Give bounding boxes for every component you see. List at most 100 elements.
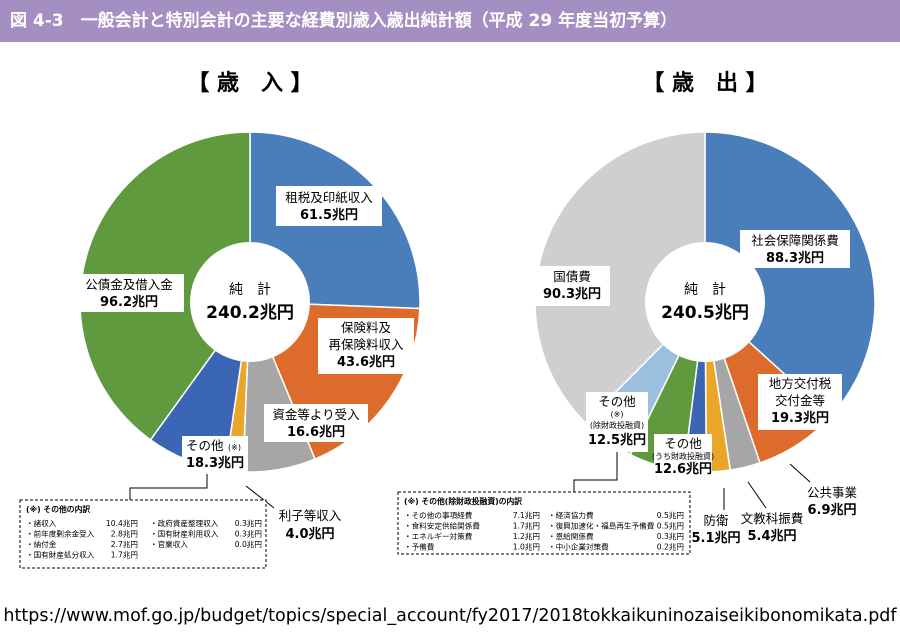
revenue-slice-value-tax: 61.5兆円 [300, 207, 358, 223]
revenue-total-value: 240.2兆円 [206, 303, 294, 323]
expenditure-breakdown-value: 1.7兆円 [513, 521, 540, 531]
revenue-slice-label-interest: 利子等収入 [279, 508, 342, 523]
revenue-breakdown-value: 0.3兆円 [235, 518, 262, 528]
expenditure-slice-value-public-works: 6.9兆円 [807, 502, 856, 518]
revenue-slice-label-tax: 租税及印紙収入 [285, 190, 373, 205]
revenue-breakdown-title: (※) その他の内訳 [26, 504, 90, 514]
revenue-breakdown-value: 0.3兆円 [235, 529, 262, 539]
expenditure-breakdown-title: (※) その他(除財政投融資)の内訳 [404, 496, 522, 506]
leader-line [789, 463, 811, 483]
expenditure-slice-label-debt: 国債費 [553, 269, 591, 284]
label-bg [264, 404, 368, 442]
expenditure-slice-note-other-fiscal: (うち財政投融資) [652, 451, 714, 461]
revenue-breakdown-value: 10.4兆円 [106, 518, 138, 528]
revenue-breakdown-name: ・政府資産整理収入 [150, 518, 219, 528]
label-bg [276, 186, 382, 226]
expenditure-slice-label-public-works: 公共事業 [807, 485, 858, 500]
expenditure-slice-note-other-excl: (※) [611, 410, 624, 419]
expenditure-breakdown-value: 7.1兆円 [513, 510, 540, 520]
expenditure-breakdown-value: 0.2兆円 [657, 542, 684, 552]
revenue-breakdown-name: ・納付金 [26, 539, 57, 549]
revenue-slice-value-interest: 4.0兆円 [285, 526, 334, 542]
leader-line [747, 481, 767, 509]
expenditure-breakdown-name: ・経済協力費 [548, 510, 594, 520]
revenue-breakdown-box [19, 499, 267, 569]
expenditure-total-value: 240.5兆円 [661, 303, 749, 323]
revenue-breakdown-name: ・国有財産処分収入 [26, 550, 95, 560]
revenue-center-hole [190, 242, 310, 362]
source-url[interactable]: https://www.mof.go.jp/budget/topics/spec… [3, 606, 897, 626]
expenditure-chart: 【 歳 出 】 純 計 240.5兆円 社会保障関係費 88.3兆円 地方交付税… [397, 71, 876, 555]
label-bg [182, 436, 248, 474]
expenditure-slice-value-education: 5.4兆円 [747, 528, 796, 544]
expenditure-slice-value-debt: 90.3兆円 [543, 286, 601, 302]
revenue-total-label: 純 計 [229, 282, 271, 298]
expenditure-slice-label-local-1: 地方交付税 [769, 376, 832, 391]
expenditure-breakdown-value: 0.5兆円 [657, 521, 684, 531]
expenditure-slice-value-other-excl: 12.5兆円 [588, 432, 646, 448]
expenditure-slice-note2-other-excl: (除財政投融資) [590, 420, 644, 430]
expenditure-slice-0 [704, 131, 876, 418]
expenditure-slice-label-defense: 防衛 [703, 513, 729, 528]
revenue-slice-label-insurance-2: 再保険料収入 [328, 337, 404, 352]
expenditure-breakdown-name: ・予備費 [404, 542, 435, 552]
expenditure-breakdown-name: ・その他の事項経費 [404, 510, 473, 520]
revenue-slice-label-insurance-1: 保険料及 [341, 320, 392, 335]
expenditure-breakdown-value: 0.3兆円 [657, 531, 684, 541]
expenditure-breakdown-value: 1.2兆円 [513, 531, 540, 541]
revenue-slice-label-funds: 資金等より受入 [272, 407, 360, 422]
label-bg [758, 374, 842, 430]
label-bg [74, 274, 184, 312]
expenditure-breakdown-value: 1.0兆円 [513, 542, 540, 552]
expenditure-breakdown-value: 0.5兆円 [657, 510, 684, 520]
revenue-slice-value-funds: 16.6兆円 [287, 424, 345, 440]
expenditure-breakdown-box [397, 491, 691, 555]
revenue-slice-label-bonds: 公債金及借入金 [85, 277, 173, 292]
expenditure-breakdown-name: ・復興加速化・福島再生予備費 [548, 521, 655, 531]
expenditure-slice-label-other-fiscal: その他 [664, 436, 702, 451]
page-title: 図 4-3 一般会計と特別会計の主要な経費別歳入歳出純計額（平成 29 年度当初… [0, 0, 900, 42]
expenditure-slice-label-local-2: 交付金等 [775, 393, 825, 408]
expenditure-slice-value-social: 88.3兆円 [766, 250, 824, 266]
expenditure-slice-value-defense: 5.1兆円 [691, 530, 740, 546]
leader-line [573, 452, 618, 492]
label-bg [534, 266, 610, 306]
revenue-breakdown-value: 2.7兆円 [111, 539, 138, 549]
revenue-slice-value-other: 18.3兆円 [186, 455, 244, 471]
leader-line [245, 485, 275, 509]
label-bg [740, 230, 850, 268]
revenue-chart: 【 歳 入 】 純 計 240.2兆円 租税及印紙収入 61.5兆円 保険料及 … [19, 71, 421, 569]
revenue-heading: 【 歳 入 】 [187, 71, 312, 96]
label-bg [654, 434, 712, 478]
expenditure-breakdown-name: ・エネルギー対策費 [404, 531, 473, 541]
expenditure-slice-value-local: 19.3兆円 [771, 410, 829, 426]
expenditure-breakdown-name: ・食料安定供給関係費 [404, 521, 480, 531]
revenue-slice-value-bonds: 96.2兆円 [100, 294, 158, 310]
expenditure-slice-7 [534, 131, 706, 424]
expenditure-slice-label-other-excl: その他 [598, 394, 636, 409]
revenue-breakdown-value: 2.8兆円 [111, 529, 138, 539]
expenditure-breakdown-items: ・その他の事項経費 7.1兆円・食料安定供給関係費 1.7兆円・エネルギー対策費 1.… [404, 510, 684, 552]
revenue-breakdown-name: ・国有財産利用収入 [150, 529, 219, 539]
revenue-slice-label-other: その他 [186, 438, 224, 453]
revenue-breakdown-name: ・官業収入 [150, 539, 188, 549]
revenue-breakdown-value: 1.7兆円 [111, 550, 138, 560]
expenditure-center-hole [645, 242, 765, 362]
label-bg [586, 392, 648, 452]
revenue-slice-value-insurance: 43.6兆円 [337, 354, 395, 370]
expenditure-breakdown-name: ・恩給関係費 [548, 531, 594, 541]
revenue-slice-note-other: (※) [228, 443, 241, 452]
revenue-breakdown-items: ・諸収入 10.4兆円・前年度剰余金受入 2.8兆円・納付金 2.7兆円・国有財産処分… [26, 518, 262, 560]
revenue-breakdown-name: ・前年度剰余金受入 [26, 529, 95, 539]
expenditure-breakdown-name: ・中小企業対策費 [548, 542, 609, 552]
label-bg [318, 318, 414, 374]
budget-charts: 【 歳 入 】 純 計 240.2兆円 租税及印紙収入 61.5兆円 保険料及 … [19, 71, 876, 569]
revenue-breakdown-name: ・諸収入 [26, 518, 57, 528]
expenditure-slice-label-education: 文教科振費 [741, 511, 804, 526]
expenditure-total-label: 純 計 [684, 282, 726, 298]
leader-line [129, 474, 208, 500]
expenditure-slice-label-social: 社会保障関係費 [751, 233, 839, 248]
expenditure-heading: 【 歳 出 】 [642, 71, 767, 96]
revenue-breakdown-value: 0.0兆円 [235, 539, 262, 549]
expenditure-slice-value-other-fiscal: 12.6兆円 [654, 461, 712, 477]
